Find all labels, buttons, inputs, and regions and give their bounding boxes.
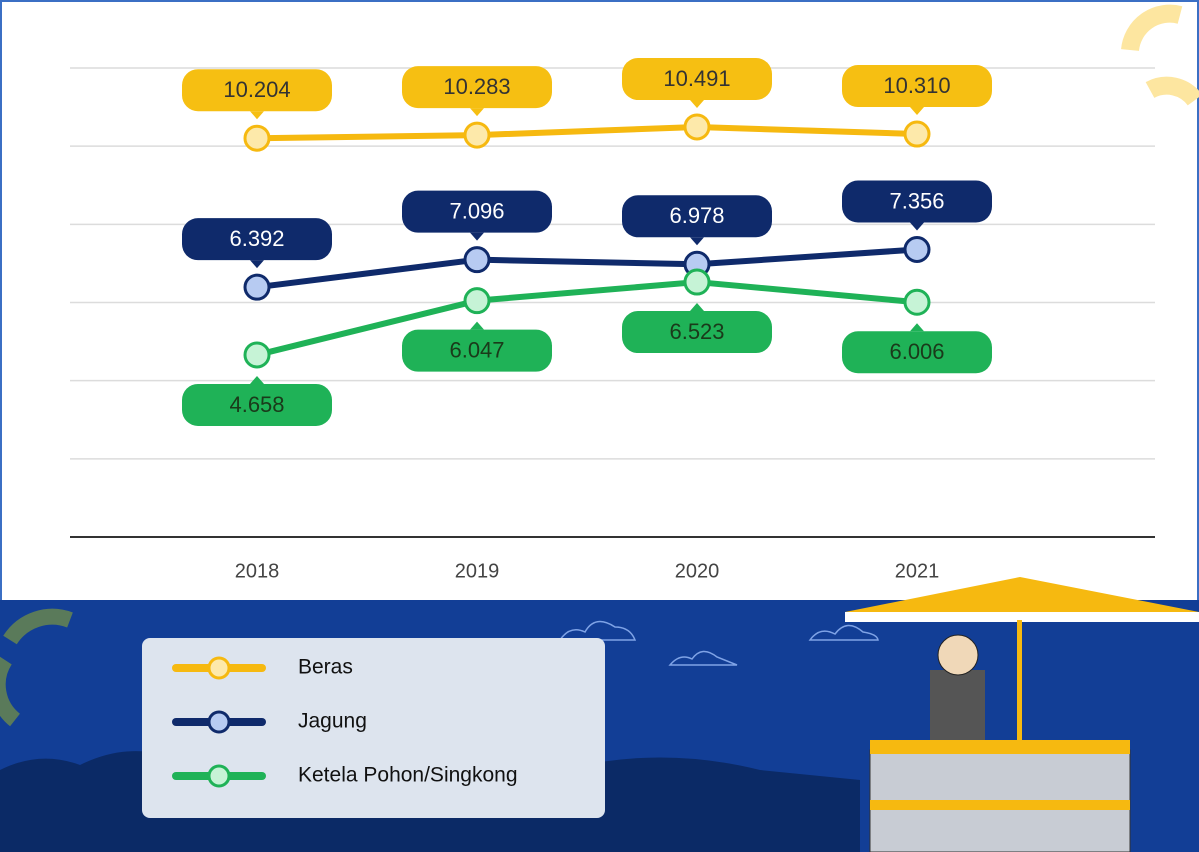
vendor-head <box>938 635 978 675</box>
legend-label: Ketela Pohon/Singkong <box>298 764 518 787</box>
data-label: 4.658 <box>229 392 284 417</box>
page: 2018 2019 2020 2021 10.204 10.283 10.491 10.310… <box>0 0 1199 852</box>
marker <box>245 126 269 150</box>
legend-label: Jagung <box>298 710 367 733</box>
marker <box>465 289 489 313</box>
legend-label: Beras <box>298 656 353 679</box>
legend-marker <box>209 712 229 732</box>
x-tick-label: 2018 <box>235 560 280 582</box>
data-label: 10.283 <box>443 74 510 99</box>
marker <box>465 248 489 272</box>
data-label: 10.204 <box>223 77 290 102</box>
x-tick-label: 2020 <box>675 560 720 582</box>
marker <box>245 343 269 367</box>
data-label: 10.310 <box>883 73 950 98</box>
marker <box>685 270 709 294</box>
marker <box>245 275 269 299</box>
marker <box>905 238 929 262</box>
marker <box>905 290 929 314</box>
data-label: 10.491 <box>663 66 730 91</box>
marker <box>905 122 929 146</box>
x-tick-label: 2021 <box>895 560 940 582</box>
data-label: 6.392 <box>229 226 284 251</box>
produce <box>870 800 1130 810</box>
data-label: 6.006 <box>889 339 944 364</box>
data-label: 6.047 <box>449 337 504 362</box>
data-label: 6.523 <box>669 319 724 344</box>
x-tick-label: 2019 <box>455 560 500 582</box>
produce <box>870 740 1130 754</box>
pole <box>1017 620 1022 750</box>
data-label: 7.356 <box>889 188 944 213</box>
data-label: 6.978 <box>669 203 724 228</box>
legend-marker <box>209 766 229 786</box>
chart: 2018 2019 2020 2021 10.204 10.283 10.491 10.310… <box>0 0 1199 852</box>
marker <box>685 115 709 139</box>
data-label: 7.096 <box>449 198 504 223</box>
marker <box>465 123 489 147</box>
legend-marker <box>209 658 229 678</box>
